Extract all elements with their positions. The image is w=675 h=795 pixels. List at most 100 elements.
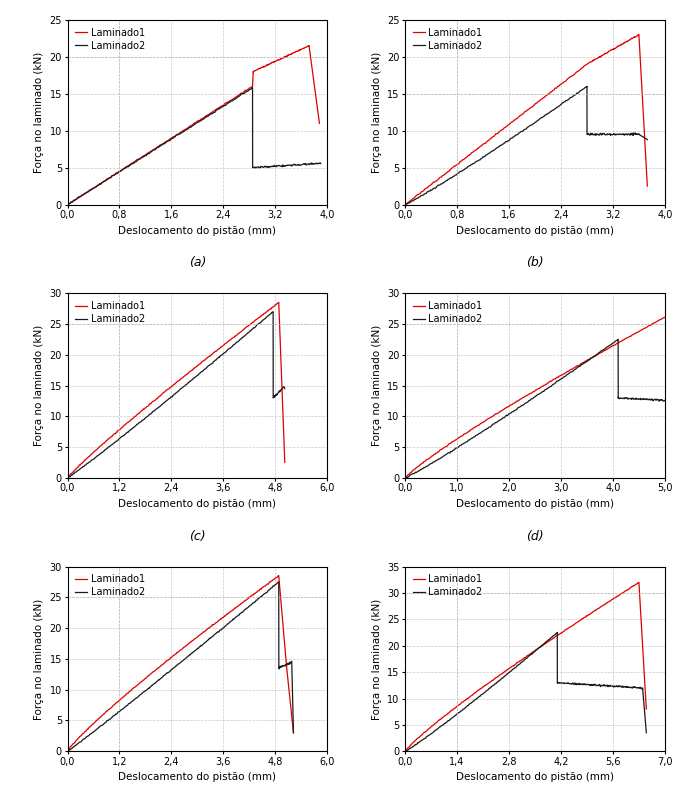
Line: Laminado2: Laminado2 xyxy=(68,87,321,204)
Laminado2 xyxy=(535,643,543,653)
Y-axis label: Força no laminado (kN): Força no laminado (kN) xyxy=(371,52,381,173)
Y-axis label: Força no laminado (kN): Força no laminado (kN) xyxy=(34,599,44,719)
Laminado1 xyxy=(623,37,631,46)
Laminado2 xyxy=(464,161,472,171)
Laminado2 xyxy=(81,188,89,198)
Laminado2 xyxy=(614,335,622,344)
Laminado1 xyxy=(635,29,643,39)
Line: Laminado1: Laminado1 xyxy=(68,45,319,204)
Laminado2 xyxy=(248,83,256,92)
Laminado1 xyxy=(212,618,220,627)
Y-axis label: Força no laminado (kN): Força no laminado (kN) xyxy=(34,325,44,446)
Laminado1 xyxy=(211,347,219,356)
Laminado1 xyxy=(627,34,635,44)
Laminado1 xyxy=(401,200,409,209)
Laminado1 xyxy=(286,50,294,60)
Line: Laminado1: Laminado1 xyxy=(405,583,647,751)
Laminado1 xyxy=(275,571,283,580)
Line: Laminado1: Laminado1 xyxy=(405,281,675,478)
Legend: Laminado1, Laminado2: Laminado1, Laminado2 xyxy=(410,25,485,53)
Laminado2 xyxy=(632,394,640,404)
Laminado2 xyxy=(275,386,284,396)
Laminado1 xyxy=(124,688,132,698)
Laminado2 xyxy=(142,151,150,161)
Line: Laminado1: Laminado1 xyxy=(68,576,294,751)
Laminado2 xyxy=(265,310,273,320)
Laminado2 xyxy=(212,629,220,638)
Text: (b): (b) xyxy=(526,256,544,270)
Laminado2 xyxy=(636,394,644,404)
Laminado1 xyxy=(65,200,73,209)
Text: (a): (a) xyxy=(189,256,206,270)
Laminado2 xyxy=(275,577,283,587)
Laminado2 xyxy=(401,747,409,756)
Laminado1 xyxy=(267,58,275,68)
Legend: Laminado1, Laminado2: Laminado1, Laminado2 xyxy=(72,572,148,600)
Laminado2 xyxy=(401,200,409,209)
Laminado1 xyxy=(423,726,431,735)
Laminado2 xyxy=(583,82,591,91)
Laminado1 xyxy=(629,582,637,591)
Line: Laminado1: Laminado1 xyxy=(405,34,647,204)
Laminado1 xyxy=(132,681,140,691)
Laminado2 xyxy=(242,330,250,339)
Laminado1 xyxy=(175,129,183,138)
Laminado2 xyxy=(267,583,275,592)
Laminado1 xyxy=(236,328,244,337)
Laminado2 xyxy=(499,139,507,149)
Legend: Laminado1, Laminado2: Laminado1, Laminado2 xyxy=(72,298,148,327)
Laminado2 xyxy=(317,159,325,169)
Laminado1 xyxy=(167,653,175,662)
Laminado1 xyxy=(494,671,502,681)
Laminado2 xyxy=(281,384,289,394)
Laminado2 xyxy=(63,200,72,209)
Laminado1 xyxy=(531,386,539,395)
Laminado1 xyxy=(499,669,507,678)
Laminado1 xyxy=(95,180,103,190)
Laminado1 xyxy=(65,743,74,753)
Laminado1 xyxy=(264,306,272,316)
Laminado1 xyxy=(315,118,323,128)
Laminado2 xyxy=(186,122,194,132)
Laminado2 xyxy=(643,728,651,738)
Laminado1 xyxy=(606,46,614,56)
Laminado1 xyxy=(468,424,477,433)
Laminado2 xyxy=(98,448,106,457)
Line: Laminado2: Laminado2 xyxy=(405,87,647,204)
Laminado1 xyxy=(265,305,273,315)
Laminado2 xyxy=(256,161,265,171)
Laminado2 xyxy=(569,679,577,688)
Laminado1 xyxy=(273,56,281,65)
Y-axis label: Força no laminado (kN): Força no laminado (kN) xyxy=(371,599,381,719)
Line: Laminado2: Laminado2 xyxy=(68,312,285,478)
Legend: Laminado1, Laminado2: Laminado1, Laminado2 xyxy=(410,298,485,327)
Laminado1 xyxy=(281,458,289,467)
Laminado1 xyxy=(588,57,596,67)
Laminado2 xyxy=(402,747,410,756)
Laminado1 xyxy=(275,297,283,307)
Legend: Laminado1, Laminado2: Laminado1, Laminado2 xyxy=(410,572,485,600)
Laminado2 xyxy=(401,473,409,483)
Line: Laminado2: Laminado2 xyxy=(405,633,647,751)
Laminado1 xyxy=(451,704,459,713)
Text: (c): (c) xyxy=(189,529,206,543)
Laminado1 xyxy=(490,132,498,142)
Laminado2 xyxy=(643,135,651,145)
Line: Laminado2: Laminado2 xyxy=(405,339,675,478)
Laminado2 xyxy=(587,354,595,363)
Laminado2 xyxy=(205,634,213,644)
Laminado2 xyxy=(574,363,582,372)
X-axis label: Deslocamento do pistão (mm): Deslocamento do pistão (mm) xyxy=(456,226,614,235)
X-axis label: Deslocamento do pistão (mm): Deslocamento do pistão (mm) xyxy=(118,499,276,509)
Laminado1 xyxy=(63,473,72,483)
Laminado1 xyxy=(63,200,72,209)
Laminado1 xyxy=(643,704,651,714)
Line: Laminado2: Laminado2 xyxy=(68,582,294,751)
Laminado1 xyxy=(643,181,651,191)
Laminado2 xyxy=(290,728,298,738)
X-axis label: Deslocamento do pistão (mm): Deslocamento do pistão (mm) xyxy=(456,499,614,509)
Y-axis label: Força no laminado (kN): Força no laminado (kN) xyxy=(371,325,381,446)
Laminado1 xyxy=(401,473,409,483)
Laminado1 xyxy=(628,34,636,44)
Laminado2 xyxy=(593,129,601,138)
